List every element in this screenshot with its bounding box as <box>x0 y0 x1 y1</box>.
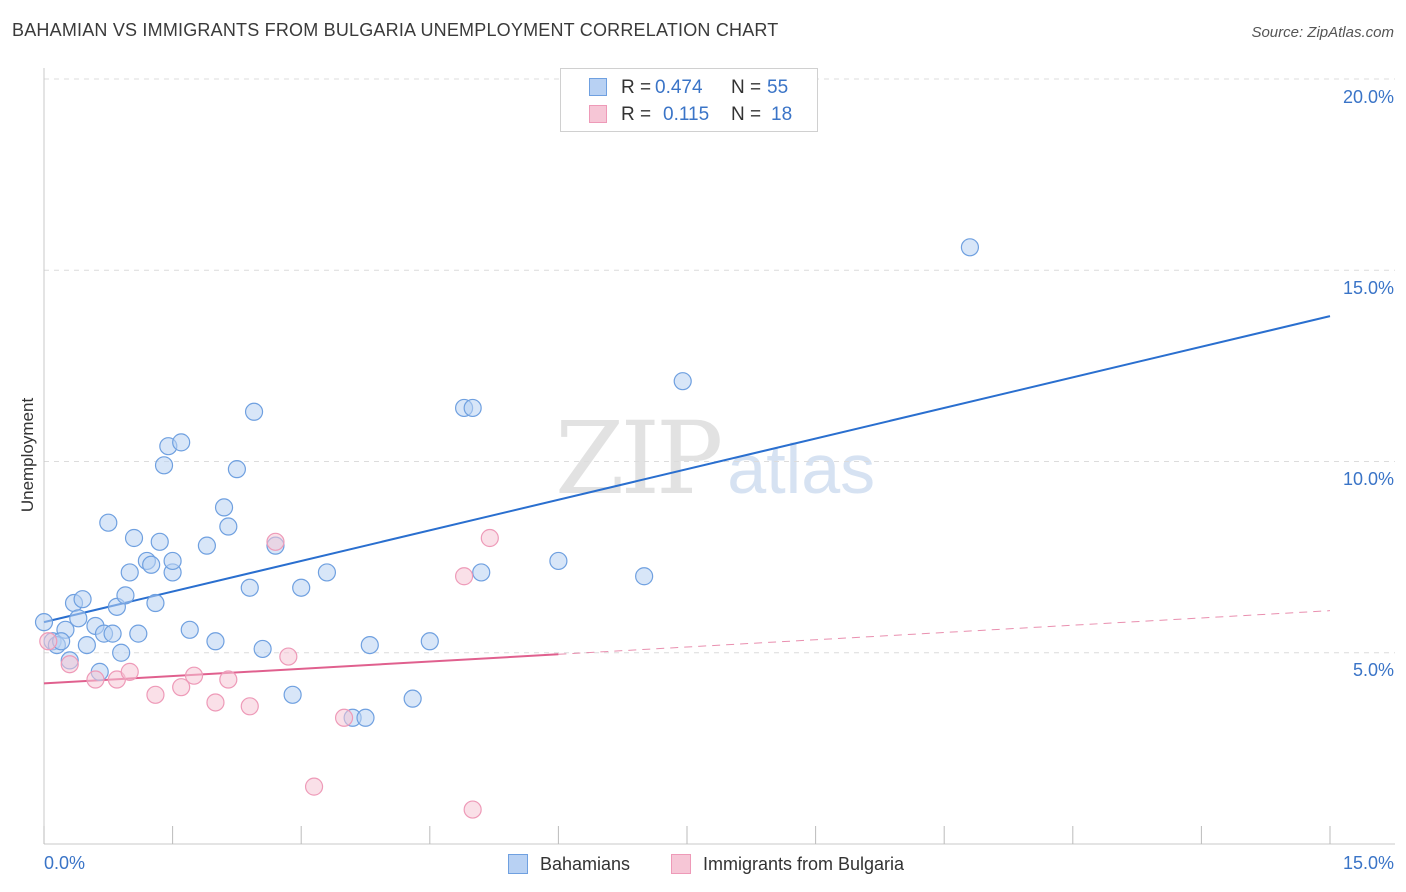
watermark-atlas: atlas <box>727 430 876 508</box>
n-label: N = <box>731 77 762 98</box>
bahamians-point <box>69 609 88 628</box>
bulgaria-point <box>266 532 285 551</box>
watermark-zip: ZIP <box>555 400 723 517</box>
y-tick-label-15: 15.0% <box>1342 278 1394 298</box>
bahamians-swatch <box>589 78 607 96</box>
bahamians-point <box>214 498 234 517</box>
bahamians-point <box>549 551 568 571</box>
bahamians-point <box>77 635 96 655</box>
x-tick-label-min: 0.0% <box>44 853 86 873</box>
bahamians-point <box>206 632 225 651</box>
y-tick-label-20: 20.0% <box>1342 87 1394 107</box>
y-tick-label-10: 10.0% <box>1342 469 1394 489</box>
bahamians-point <box>244 402 264 421</box>
bulgaria-point <box>184 666 204 685</box>
bahamians-point <box>472 563 491 582</box>
legend-label-bahamians: Bahamians <box>540 854 631 874</box>
bahamians-point <box>112 643 131 662</box>
bahamians-point <box>240 578 259 597</box>
chart-source: Source: ZipAtlas.com <box>1251 24 1394 41</box>
bahamians-point <box>673 372 692 391</box>
bahamians-point <box>317 563 337 582</box>
bulgaria-point <box>219 670 238 689</box>
legend-label-bulgaria: Immigrants from Bulgaria <box>703 854 905 874</box>
bahamians-r-value: 0.474 <box>655 77 703 98</box>
bahamians-point <box>129 624 148 643</box>
bahamians-point <box>172 433 191 452</box>
bahamians-point <box>403 689 422 708</box>
bulgaria-point <box>463 800 482 819</box>
bulgaria-n-value: 18 <box>771 104 793 125</box>
bulgaria-r-value: 0.115 <box>663 104 710 125</box>
stats-row-bahamians: R = 0.474 N = 55 <box>561 75 817 101</box>
bulgaria-swatch <box>589 105 607 123</box>
bulgaria-point <box>480 528 499 548</box>
bahamians-point <box>356 708 375 727</box>
bahamians-point <box>219 517 238 536</box>
bahamians-point <box>197 536 216 555</box>
stats-legend-box: R = 0.474 N = 55 R = 0.115 N = 18 <box>560 68 818 132</box>
bahamians-point <box>227 460 246 479</box>
r-label: R = <box>621 104 652 125</box>
watermark: ZIP atlas <box>555 400 875 517</box>
bahamians-point <box>103 624 122 643</box>
bahamians-point <box>960 238 980 257</box>
bulgaria-point <box>60 655 79 674</box>
bulgaria-point <box>120 662 139 681</box>
bulgaria-point <box>86 670 105 689</box>
legend-swatch-bahamians <box>508 854 528 874</box>
y-axis-label: Unemployment <box>18 397 37 513</box>
bahamians-point <box>253 639 272 659</box>
bahamians-point <box>635 567 654 586</box>
bahamians-point <box>73 590 92 609</box>
r-label: R = <box>621 77 652 98</box>
bahamians-point <box>124 528 144 548</box>
legend-swatch-bulgaria <box>671 854 691 874</box>
bulgaria-point <box>334 708 354 727</box>
bahamians-point <box>163 551 182 571</box>
bahamians-point <box>180 620 199 639</box>
trend-line-extension-1 <box>558 610 1331 655</box>
chart-title: BAHAMIAN VS IMMIGRANTS FROM BULGARIA UNE… <box>12 20 779 40</box>
stats-row-bulgaria: R = 0.115 N = 18 <box>561 102 817 128</box>
bahamians-point <box>292 578 311 597</box>
bahamians-point <box>420 632 439 651</box>
n-label: N = <box>731 104 762 125</box>
bahamians-point <box>99 513 118 532</box>
bulgaria-point <box>240 697 259 716</box>
bulgaria-point <box>304 777 324 796</box>
bahamians-point <box>146 593 165 613</box>
bahamians-point <box>154 456 174 475</box>
bahamians-point <box>116 586 135 605</box>
y-tick-label-5: 5.0% <box>1352 660 1394 680</box>
bahamians-point <box>34 613 54 632</box>
bahamians-point <box>283 685 302 704</box>
bahamians-n-value: 55 <box>767 77 789 98</box>
bulgaria-point <box>39 632 58 651</box>
bulgaria-point <box>279 647 298 666</box>
bahamians-point <box>142 555 161 574</box>
bulgaria-point <box>146 685 165 704</box>
trend-line-0 <box>43 315 1331 624</box>
bahamians-point <box>150 532 169 551</box>
bahamians-point <box>360 635 379 655</box>
bahamians-point <box>463 398 482 418</box>
bulgaria-point <box>172 678 191 697</box>
bulgaria-point <box>206 693 225 712</box>
bulgaria-point <box>454 567 474 586</box>
bahamians-point <box>120 563 139 582</box>
x-tick-label-max: 15.0% <box>1342 853 1394 873</box>
